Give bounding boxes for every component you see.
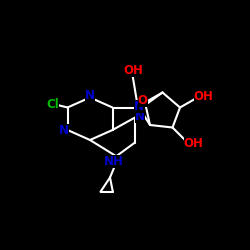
Text: OH: OH	[194, 90, 214, 103]
Text: N: N	[59, 124, 69, 136]
Text: N: N	[85, 88, 95, 102]
Text: OH: OH	[184, 137, 204, 150]
Text: N: N	[134, 110, 144, 123]
Text: OH: OH	[124, 64, 144, 77]
Text: N: N	[134, 100, 144, 113]
Text: NH: NH	[104, 155, 124, 168]
Text: Cl: Cl	[46, 98, 59, 112]
Text: O: O	[138, 94, 147, 106]
